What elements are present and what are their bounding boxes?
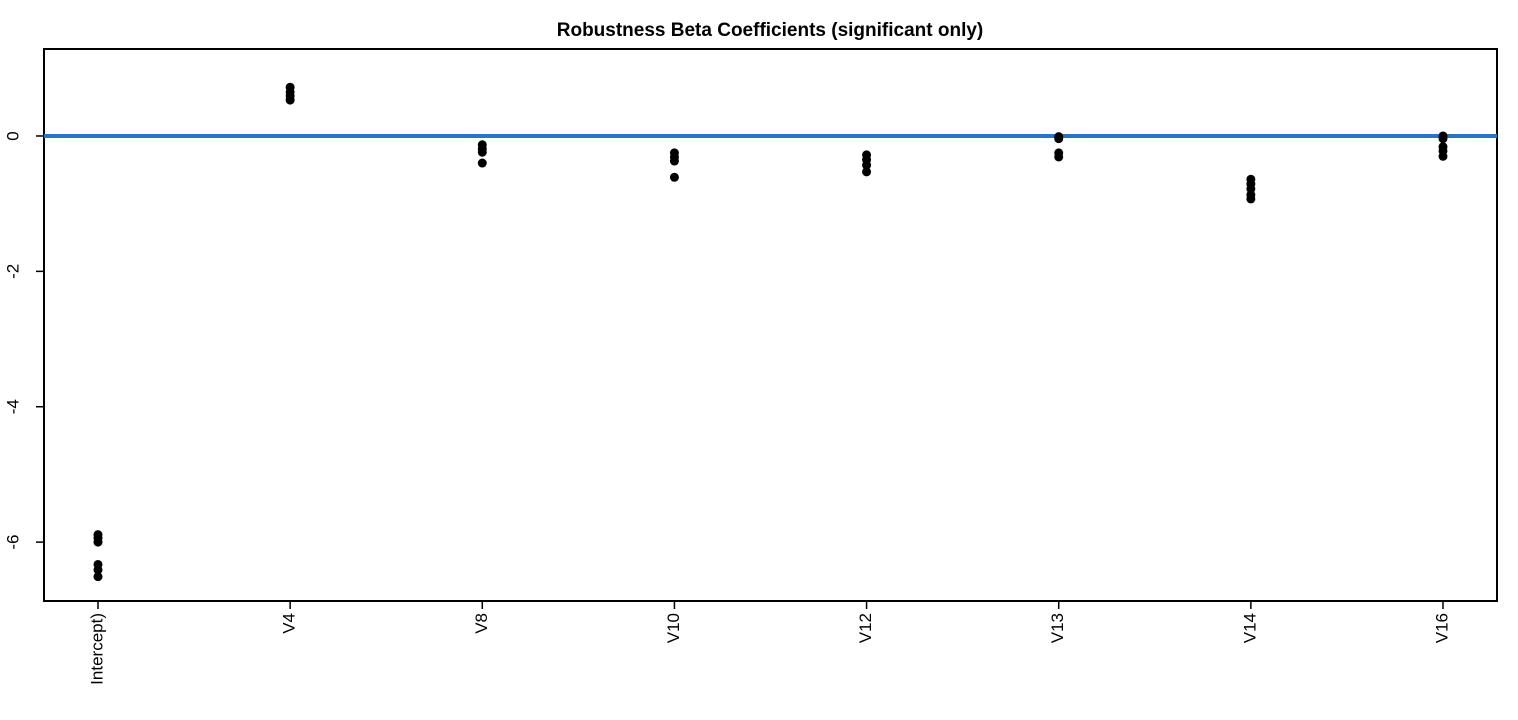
x-tick-label: Intercept) [87, 613, 106, 685]
x-tick-label: V10 [664, 613, 683, 643]
point [477, 147, 487, 157]
point [1054, 134, 1064, 144]
plot-frame [43, 48, 1498, 602]
x-tick-label: V13 [1048, 613, 1067, 643]
point [93, 565, 103, 575]
y-tick-label: -6 [3, 535, 22, 550]
point [477, 158, 487, 168]
point [93, 537, 103, 547]
point [1438, 151, 1448, 161]
x-tick-label: V16 [1432, 613, 1451, 643]
x-tick-label: V14 [1240, 613, 1259, 643]
point [862, 167, 872, 177]
point [669, 172, 679, 182]
point [93, 572, 103, 582]
point [1438, 134, 1448, 144]
point [1054, 152, 1064, 162]
chart-title: Robustness Beta Coefficients (significan… [557, 20, 984, 41]
x-tick-label: V4 [280, 613, 299, 634]
y-tick-label: 0 [3, 131, 22, 140]
y-tick-label: -4 [3, 399, 22, 414]
x-tick-label: V12 [856, 613, 875, 643]
point [862, 160, 872, 170]
x-tick-label: V8 [472, 613, 491, 634]
point [1246, 194, 1256, 204]
point [285, 95, 295, 105]
y-tick-label: -2 [3, 264, 22, 279]
point [669, 156, 679, 166]
